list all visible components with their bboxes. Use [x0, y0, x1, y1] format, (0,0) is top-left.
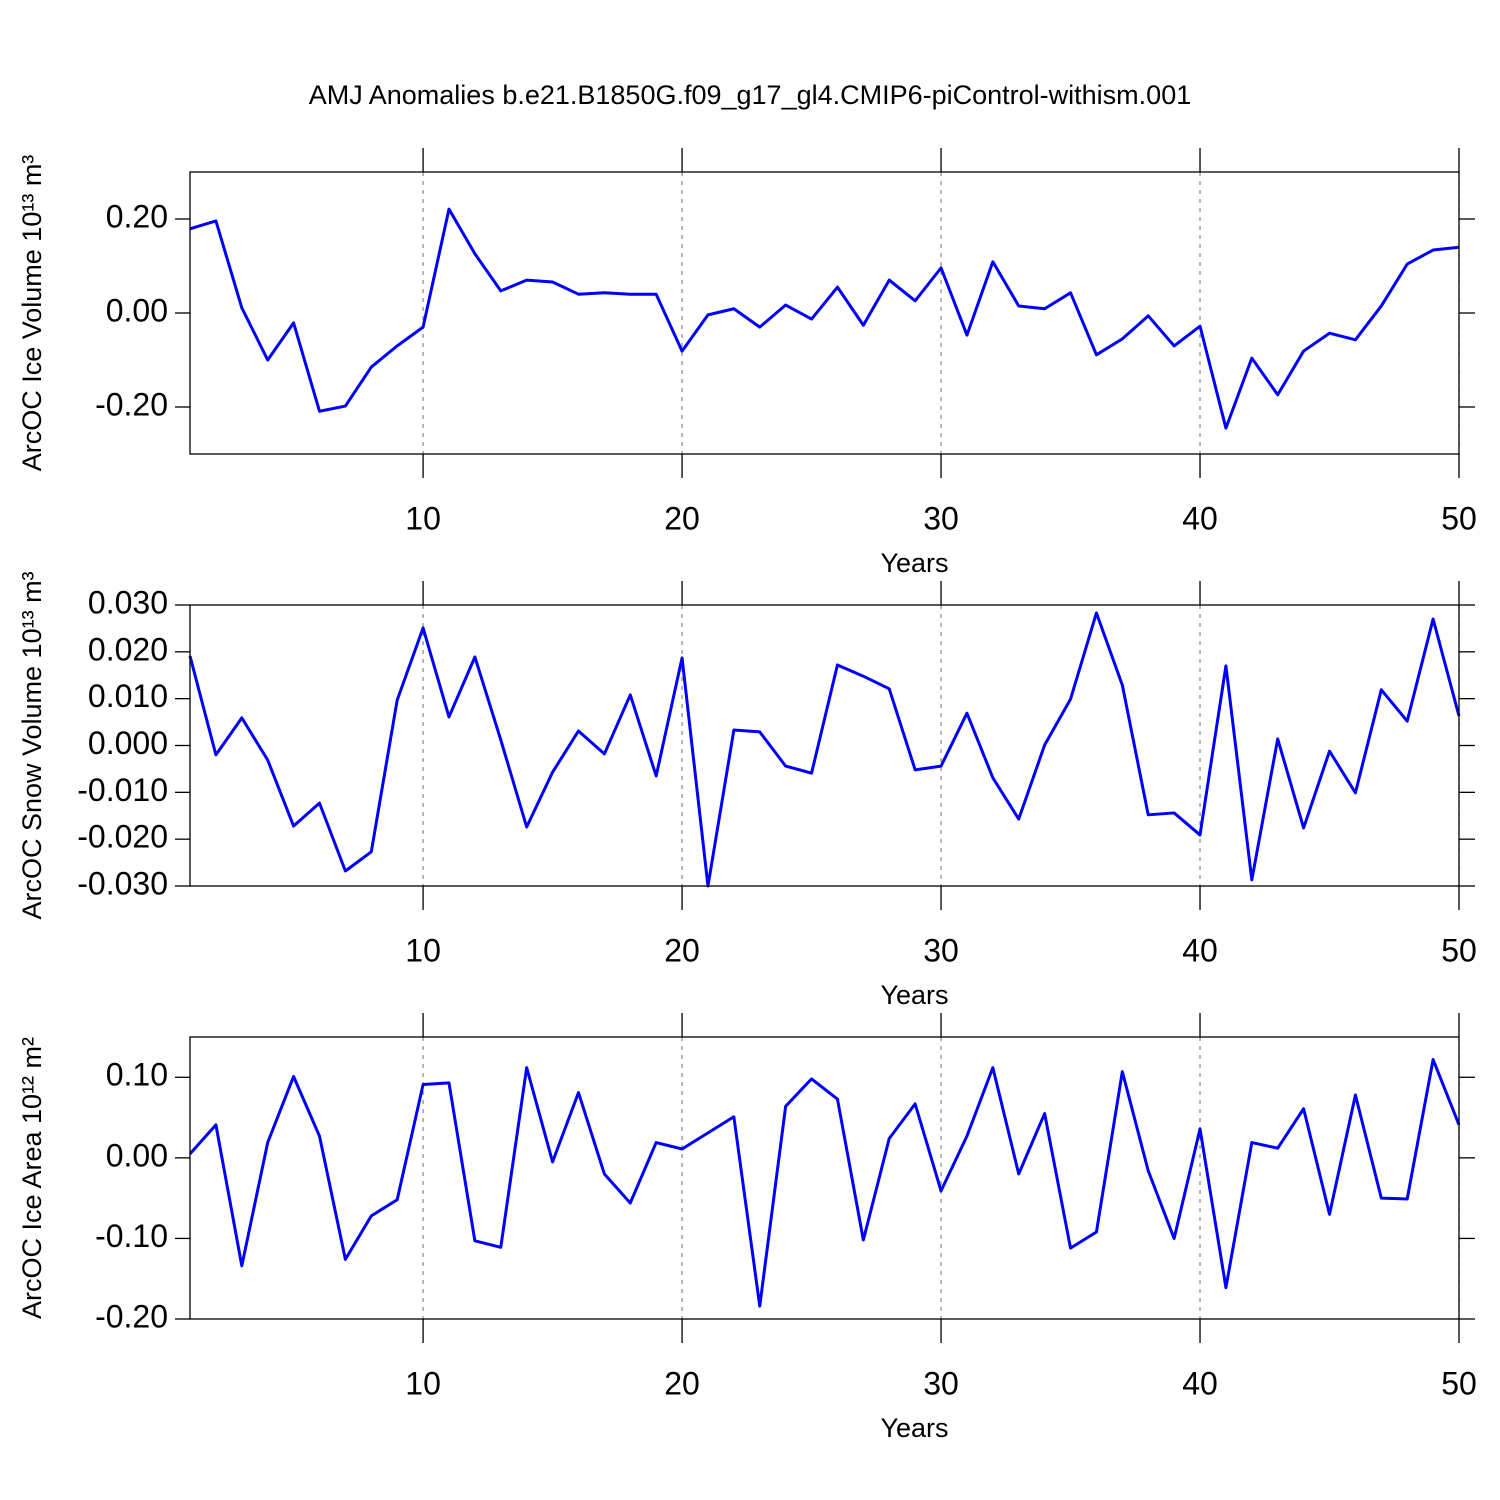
panel: 10 20 30 40 50 -0.20 -0.10 0.00 0.10 Years ArcOC I… — [17, 1013, 1477, 1443]
y-tick-label: 0.030 — [88, 584, 168, 620]
x-tick-label: 10 — [405, 932, 441, 968]
plot-frame — [189, 171, 1460, 455]
y-tick-label: -0.020 — [77, 819, 168, 855]
x-tick-label: 20 — [664, 500, 700, 536]
y-tick-label: 0.00 — [106, 1137, 168, 1173]
x-tick-label: 30 — [923, 500, 959, 536]
y-tick-label: 0.20 — [106, 198, 168, 234]
plot-frame — [189, 1036, 1460, 1320]
x-tick-label: 20 — [664, 932, 700, 968]
x-tick-label: 40 — [1182, 932, 1218, 968]
x-tick-label: 40 — [1182, 1365, 1218, 1401]
figure-title: AMJ Anomalies b.e21.B1850G.f09_g17_gl4.C… — [309, 80, 1191, 110]
x-tick-label: 10 — [405, 1365, 441, 1401]
y-tick-label: -0.010 — [77, 772, 168, 808]
y-tick-label: -0.10 — [95, 1218, 168, 1254]
x-tick-label: 30 — [923, 1365, 959, 1401]
y-tick-label: -0.030 — [77, 865, 168, 901]
x-tick-label: 20 — [664, 1365, 700, 1401]
y-axis-label: ArcOC Ice Area 10¹² m² — [17, 1037, 47, 1319]
panel: 10 20 30 40 50 -0.20 0.00 0.20 Years ArcOC Ice Vo… — [17, 148, 1477, 578]
x-tick-label: 50 — [1441, 500, 1477, 536]
y-tick-label: 0.10 — [106, 1057, 168, 1093]
y-axis-label: ArcOC Ice Volume 10¹³ m³ — [17, 155, 47, 472]
y-tick-label: -0.20 — [95, 1298, 168, 1334]
data-line — [189, 207, 1460, 430]
y-tick-label: 0.020 — [88, 631, 168, 667]
y-tick-label: -0.20 — [95, 386, 168, 422]
y-tick-label: 0.00 — [106, 292, 168, 328]
x-tick-label: 30 — [923, 932, 959, 968]
x-axis-label: Years — [880, 980, 948, 1010]
y-tick-label: 0.000 — [88, 725, 168, 761]
x-axis-label: Years — [880, 1413, 948, 1443]
x-tick-label: 10 — [405, 500, 441, 536]
panel: 10 20 30 40 50 -0.030 -0.020 -0.010 0.000 0.010 0.… — [17, 571, 1477, 1010]
x-tick-label: 50 — [1441, 1365, 1477, 1401]
y-tick-label: 0.010 — [88, 678, 168, 714]
x-axis-label: Years — [880, 548, 948, 578]
data-line — [188, 611, 1461, 888]
data-line — [188, 1058, 1461, 1308]
x-tick-label: 50 — [1441, 932, 1477, 968]
plot-frame — [189, 604, 1460, 887]
y-axis-label: ArcOC Snow Volume 10¹³ m³ — [17, 571, 47, 919]
x-tick-label: 40 — [1182, 500, 1218, 536]
